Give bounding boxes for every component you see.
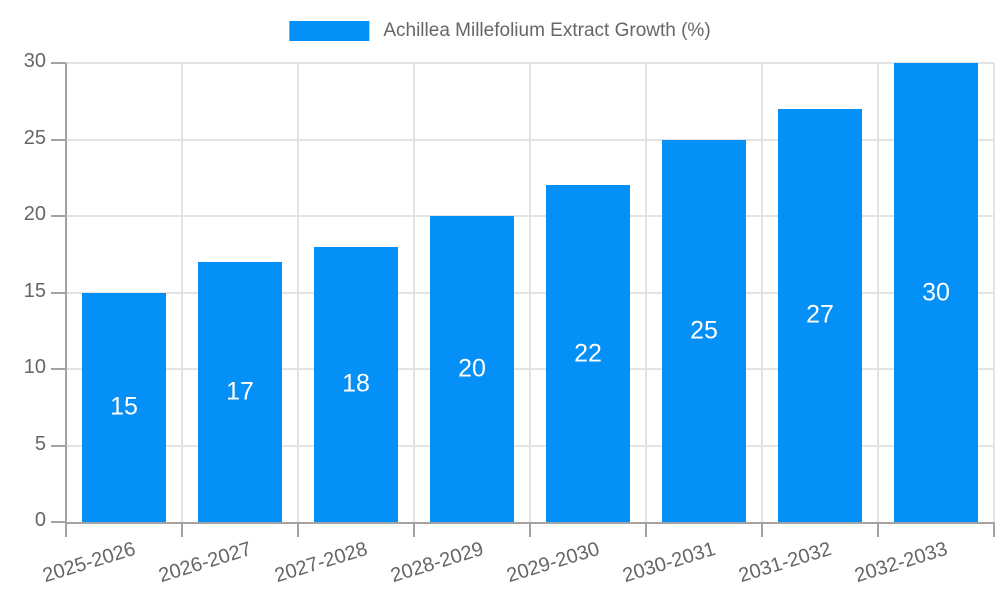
- x-axis-label: 2031-2032: [736, 538, 835, 588]
- x-axis-tick: [413, 522, 415, 537]
- y-axis-label: 0: [34, 509, 46, 531]
- y-axis-tick: [51, 521, 66, 523]
- x-axis-label: 2032-2033: [852, 538, 951, 588]
- bar-value-label: 22: [574, 339, 602, 368]
- x-axis-tick: [877, 522, 879, 537]
- x-axis-tick: [297, 522, 299, 537]
- x-axis-label: 2028-2029: [388, 538, 487, 588]
- bar: [662, 139, 746, 522]
- y-axis-label: 10: [23, 356, 46, 378]
- legend-label: Achillea Millefolium Extract Growth (%): [383, 20, 711, 41]
- bar: [314, 246, 398, 522]
- bar-value-label: 30: [922, 278, 950, 306]
- x-axis-label: 2026-2027: [156, 538, 255, 588]
- y-axis-label: 5: [34, 432, 46, 455]
- x-axis-tick: [529, 522, 531, 537]
- bar: [198, 261, 282, 522]
- y-axis-tick: [51, 62, 66, 64]
- x-axis-tick: [645, 522, 647, 537]
- bar-value-label: 17: [226, 377, 254, 406]
- bar-value-label: 18: [342, 369, 370, 398]
- bar: [778, 108, 862, 522]
- y-axis-label: 25: [23, 126, 46, 149]
- gridline-vertical: [297, 63, 299, 522]
- bar: [546, 185, 630, 522]
- bar: [82, 292, 166, 522]
- y-axis-line: [65, 63, 67, 522]
- bar: [430, 216, 514, 522]
- bar-value-label: 20: [458, 354, 486, 383]
- y-axis-tick: [51, 215, 66, 217]
- x-axis-line: [65, 522, 995, 524]
- gridline-vertical: [413, 63, 415, 522]
- y-axis-label: 30: [23, 50, 46, 72]
- gridline-vertical: [761, 63, 763, 522]
- x-axis-tick: [65, 522, 67, 537]
- gridline-vertical: [181, 63, 183, 522]
- legend-swatch: [289, 21, 370, 41]
- bar-value-label: 25: [690, 316, 718, 345]
- y-axis-tick: [51, 368, 66, 370]
- y-axis-tick: [51, 444, 66, 447]
- gridline-vertical: [529, 63, 531, 522]
- x-axis-label: 2025-2026: [40, 538, 139, 588]
- bar-value-label: 27: [806, 300, 834, 329]
- y-axis-label: 20: [23, 203, 46, 225]
- y-axis-label: 15: [23, 279, 46, 302]
- bar-value-label: 15: [110, 392, 138, 421]
- x-axis-tick: [181, 522, 183, 537]
- gridline-vertical: [993, 63, 995, 522]
- y-axis-tick: [51, 138, 66, 141]
- gridline-vertical: [877, 63, 879, 522]
- x-axis-tick: [761, 522, 763, 537]
- y-axis-tick: [51, 291, 66, 294]
- x-axis-label: 2027-2028: [272, 538, 371, 588]
- x-axis-label: 2030-2031: [620, 538, 719, 588]
- x-axis-tick: [993, 522, 995, 537]
- bar: [894, 63, 978, 522]
- x-axis-label: 2029-2030: [504, 538, 603, 588]
- gridline-vertical: [645, 63, 647, 522]
- chart-legend[interactable]: Achillea Millefolium Extract Growth (%): [289, 20, 711, 42]
